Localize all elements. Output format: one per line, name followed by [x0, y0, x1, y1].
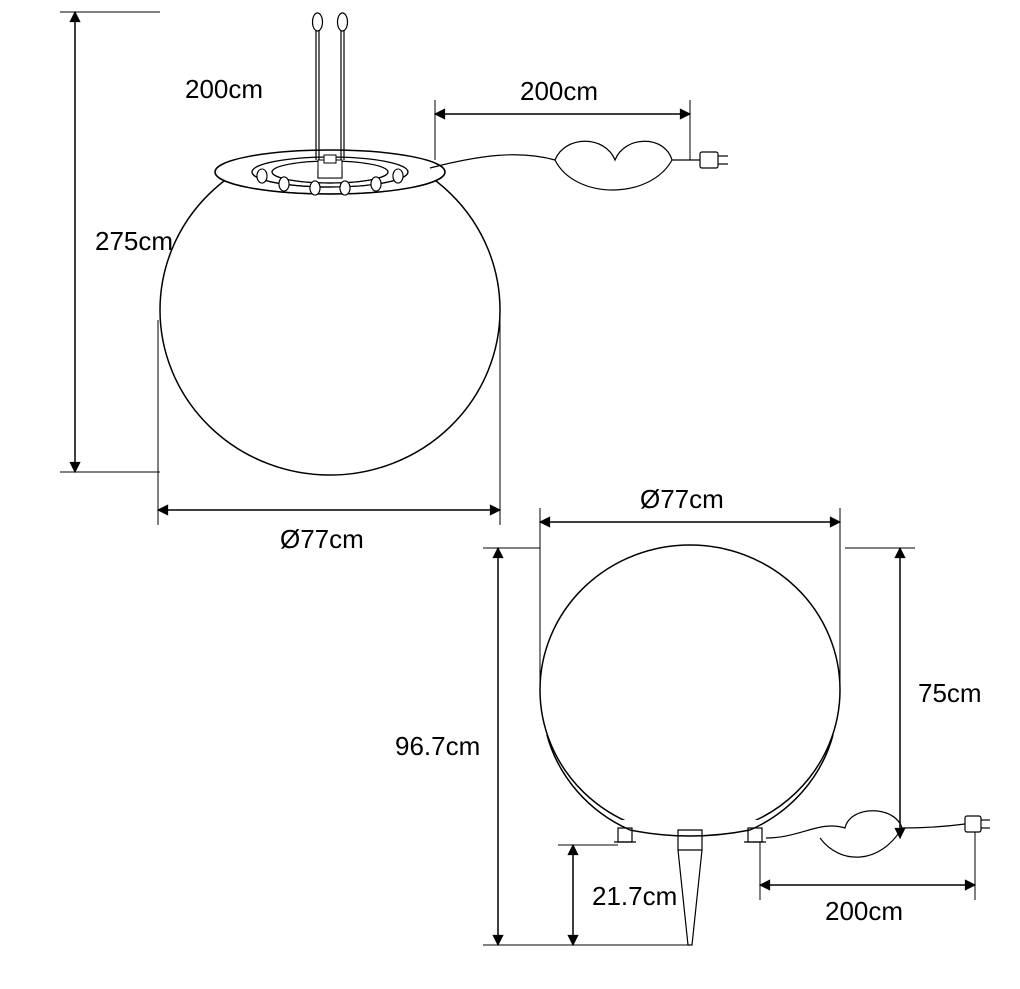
spike-sphere: [540, 545, 840, 835]
label-spike-total-height: 96.7cm: [395, 731, 480, 761]
hanging-variant: 275cm 200cm 200cm Ø77cm: [60, 12, 728, 554]
spike-cord: [766, 811, 990, 857]
label-spike-sphere-height: 75cm: [918, 678, 982, 708]
hanging-cord: [430, 141, 728, 190]
dim-spike-cord: 200cm: [760, 832, 975, 926]
label-spike-top-diameter: Ø77cm: [640, 484, 724, 514]
dim-hanging-height: 275cm: [60, 12, 173, 472]
dimension-diagram: 275cm 200cm 200cm Ø77cm: [0, 0, 1020, 989]
label-hanging-cord: 200cm: [520, 76, 598, 106]
dim-spike-depth: 21.7cm: [558, 845, 677, 945]
label-spike-depth: 21.7cm: [592, 881, 677, 911]
label-hanging-cable: 200cm: [185, 74, 263, 104]
dim-hanging-cable: 200cm: [185, 74, 263, 104]
label-hanging-height: 275cm: [95, 226, 173, 256]
label-spike-cord: 200cm: [825, 896, 903, 926]
dim-hanging-cord: 200cm: [435, 76, 690, 160]
label-hanging-diameter: Ø77cm: [280, 524, 364, 554]
spike-variant: Ø77cm 75cm 96.7cm 21.7cm 200cm: [395, 484, 990, 945]
dim-spike-sphere-height: 75cm: [845, 548, 982, 838]
